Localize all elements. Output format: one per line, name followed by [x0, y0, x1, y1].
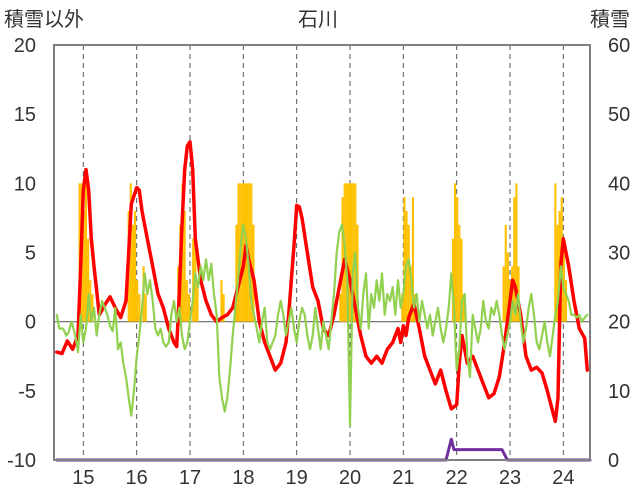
right-tick-label: 30	[608, 243, 630, 265]
snow-bar	[347, 183, 350, 322]
line-series-group	[54, 140, 592, 462]
snow-bar	[196, 280, 199, 322]
left-tick-label: 15	[14, 104, 36, 126]
snow-bar	[409, 266, 412, 322]
snow-bar	[187, 294, 190, 322]
left-tick-label: 0	[25, 312, 36, 334]
snow-bar	[183, 211, 186, 322]
plot-frame	[53, 44, 591, 461]
snow-bar	[513, 197, 516, 322]
snow-bar	[345, 183, 348, 322]
x-tick-label: 23	[499, 467, 521, 489]
series-line-1	[55, 223, 589, 427]
snow-bar	[454, 183, 457, 322]
axes	[53, 44, 591, 461]
snow-bar	[554, 183, 557, 322]
snow-bar	[138, 294, 141, 322]
x-tick-label: 16	[126, 467, 148, 489]
snow-bar	[129, 183, 132, 322]
snow-bar	[515, 183, 518, 322]
right-tick-label: 10	[608, 381, 630, 403]
snow-bar	[458, 224, 461, 322]
snow-bar	[339, 294, 342, 322]
snow-bar	[411, 197, 414, 322]
left-tick-label: 5	[25, 243, 36, 265]
snow-bar	[407, 224, 410, 322]
left-tick-label: -5	[18, 381, 36, 403]
snow-bar	[192, 238, 195, 322]
snow-bar	[460, 238, 463, 322]
snow-bar	[134, 211, 137, 322]
snow-bar	[248, 183, 251, 322]
snow-bar	[506, 252, 509, 322]
snow-bar	[84, 183, 88, 322]
x-tick-label: 21	[392, 467, 414, 489]
x-tick-label: 19	[286, 467, 308, 489]
left-tick-label: -10	[7, 450, 36, 472]
series-line-2	[55, 437, 592, 462]
snow-bar	[91, 294, 94, 322]
series-line-0	[54, 140, 590, 424]
snow-bar	[235, 224, 238, 322]
snow-bar	[564, 280, 568, 322]
right-tick-label: 50	[608, 104, 630, 126]
x-tick-label: 22	[446, 467, 468, 489]
x-tick-label: 15	[72, 467, 94, 489]
snow-bar	[403, 197, 406, 322]
chart-title: 石川	[298, 7, 338, 31]
left-axis-label: 積雪以外	[4, 7, 84, 31]
x-tick-label: 24	[552, 467, 574, 489]
x-tick-label: 20	[339, 467, 361, 489]
snow-bar	[250, 183, 253, 322]
right-axis-label: 積雪	[590, 7, 630, 31]
snow-bar	[136, 280, 139, 322]
right-tick-label: 0	[608, 450, 619, 472]
left-tick-label: 20	[14, 35, 36, 57]
snow-bar	[556, 224, 559, 322]
snow-bar	[237, 183, 240, 322]
right-tick-label: 60	[608, 35, 630, 57]
snow-bar	[185, 280, 188, 322]
snow-bar	[144, 294, 147, 322]
snow-bar	[220, 280, 223, 322]
tick-labels: -10 -5 0 5 10 15 20 0 10 20 30 40 50 60 15 16 17 18 19 20 21…	[7, 35, 630, 489]
right-tick-label: 20	[608, 312, 630, 334]
x-tick-label: 17	[179, 467, 201, 489]
snow-bar	[87, 238, 90, 322]
snow-bar	[356, 224, 359, 322]
snow-bar	[222, 294, 225, 322]
snow-bar	[502, 266, 505, 322]
snow-bar	[131, 224, 134, 322]
snow-bar	[350, 183, 353, 322]
snow-bar	[401, 294, 404, 322]
snow-bar	[341, 197, 344, 322]
snow-bar	[352, 183, 355, 322]
snow-bar	[462, 294, 465, 322]
snow-bar	[504, 224, 507, 322]
x-tick-label: 18	[232, 467, 254, 489]
left-tick-label: 10	[14, 173, 36, 195]
snow-bar	[241, 183, 244, 322]
snow-bar	[456, 197, 459, 322]
snow-bar	[82, 211, 85, 322]
right-tick-label: 40	[608, 173, 630, 195]
